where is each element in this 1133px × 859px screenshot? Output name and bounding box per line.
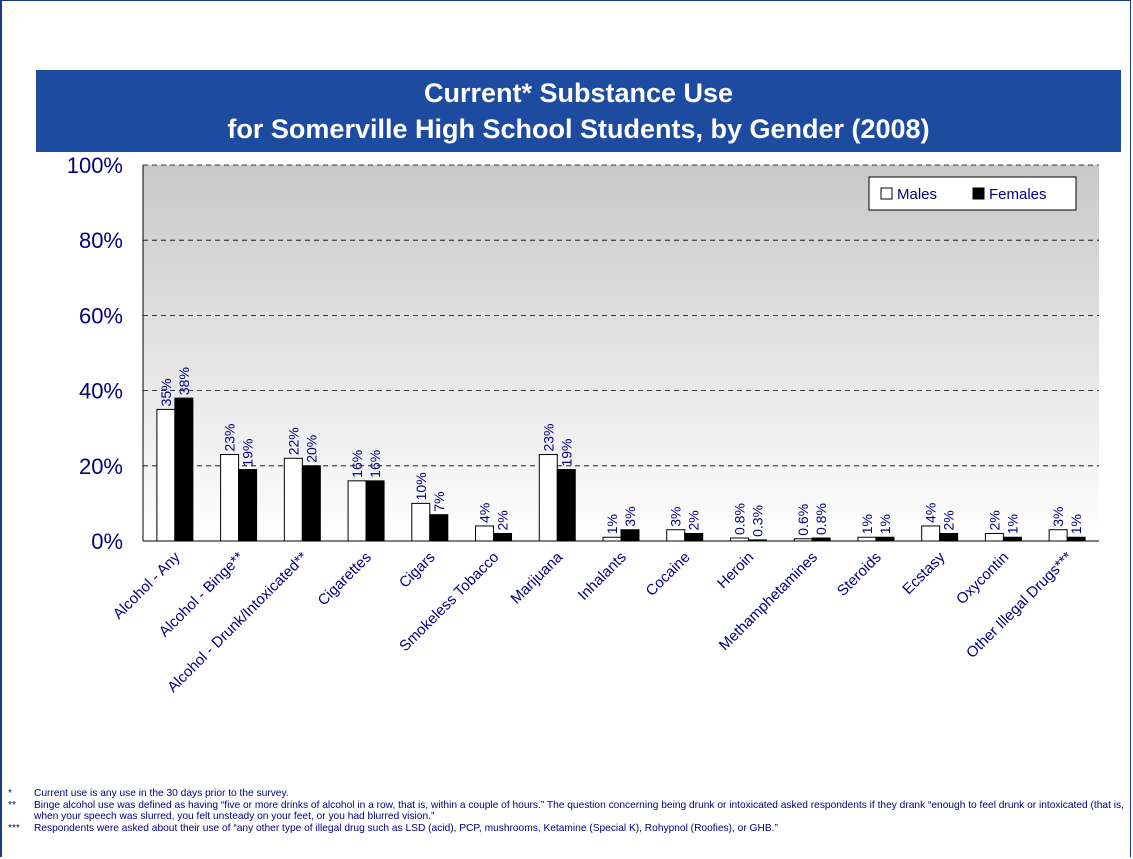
bar-males — [984, 532, 1004, 542]
y-tick-label: 20% — [79, 454, 123, 479]
bar-males — [666, 529, 686, 542]
footnote-3: *** Respondents were asked about their u… — [8, 823, 1128, 835]
footnote-1: * Current use is any use in the 30 days … — [8, 788, 1128, 800]
category-label: Other Illegal Drugs*** — [963, 549, 1076, 662]
footnote-2: ** Binge alcohol use was defined as havi… — [8, 800, 1128, 823]
footnotes: * Current use is any use in the 30 days … — [8, 788, 1128, 834]
data-label: 23% — [222, 423, 238, 451]
data-label: 1% — [1068, 514, 1084, 534]
data-label: 4% — [477, 503, 493, 523]
bar-females — [493, 532, 513, 542]
category-label: Alcohol - Drunk/Intoxicated** — [164, 549, 311, 696]
y-tick-label: 40% — [79, 379, 123, 404]
bar-males — [347, 480, 367, 542]
bar-males — [729, 537, 749, 542]
category-label: Heroin — [714, 549, 757, 592]
chart-title-bar: Current* Substance Use for Somerville Hi… — [36, 70, 1121, 152]
bar-females — [684, 532, 704, 542]
bar-males — [857, 536, 877, 542]
footnote-mark: *** — [8, 822, 20, 834]
legend-box — [868, 176, 1077, 211]
category-label: Steroids — [834, 549, 885, 600]
category-label: Ecstasy — [899, 548, 949, 598]
data-label: 2% — [941, 510, 957, 530]
y-tick-label: 60% — [79, 303, 123, 328]
data-label: 23% — [540, 423, 556, 451]
legend-label-females: Females — [989, 186, 1047, 203]
data-label: 3% — [622, 506, 638, 526]
data-label: 3% — [1050, 506, 1066, 526]
legend-swatch-females — [972, 187, 985, 200]
bar-males — [220, 454, 240, 542]
bar-females — [939, 532, 959, 542]
y-tick-label: 80% — [79, 228, 123, 253]
bar-females — [620, 529, 640, 542]
data-label: 7% — [431, 491, 447, 511]
data-label: 38% — [176, 367, 192, 395]
chart-subtitle: for Somerville High School Students, by … — [227, 114, 930, 144]
bar-males — [921, 525, 941, 542]
footnote-text: Binge alcohol use was defined as having … — [34, 799, 1124, 823]
bar-males — [475, 525, 495, 542]
footnote-text: Current use is any use in the 30 days pr… — [34, 788, 289, 799]
category-label: Cocaine — [643, 549, 694, 600]
bar-males — [411, 502, 431, 542]
data-label: 35% — [158, 378, 174, 406]
data-label: 0.8% — [813, 503, 829, 535]
category-label: Oxycontin — [953, 549, 1012, 608]
bar-females — [875, 536, 895, 542]
bar-females — [1002, 536, 1022, 542]
footnote-text: Respondents were asked about their use o… — [34, 822, 778, 834]
data-label: 1% — [1004, 514, 1020, 534]
y-tick-label: 0% — [91, 529, 123, 554]
data-label: 3% — [668, 506, 684, 526]
chart-title: Current* Substance Use — [423, 78, 734, 108]
data-label: 4% — [923, 503, 939, 523]
bar-females — [556, 469, 576, 542]
bar-females — [429, 514, 449, 542]
bar-males — [602, 536, 622, 542]
bar-females — [174, 397, 194, 542]
category-label: Cigars — [396, 549, 439, 592]
data-label: 10% — [413, 472, 429, 500]
category-label: Cigarettes — [315, 549, 375, 609]
bar-females — [747, 539, 767, 542]
data-label: 19% — [240, 439, 256, 467]
bar-females — [301, 465, 321, 542]
bar-males — [283, 457, 303, 542]
data-label: 16% — [349, 450, 365, 478]
bar-females — [238, 469, 258, 542]
data-label: 2% — [495, 510, 511, 530]
bar-males — [1048, 529, 1068, 542]
bar-males — [793, 538, 813, 542]
bar-males — [156, 408, 176, 542]
data-label: 0.6% — [795, 504, 811, 536]
legend-label-males: Males — [897, 186, 937, 203]
footnote-mark: * — [8, 788, 12, 799]
bar-females — [365, 480, 385, 542]
bar-chart: 0%20%40%60%80%100%35% 38%Alcohol - Any23%… — [67, 153, 1099, 696]
legend-swatch-males — [880, 187, 893, 200]
y-tick-label: 100% — [67, 153, 123, 178]
data-label: 0.8% — [731, 503, 747, 535]
bar-females — [1066, 536, 1086, 542]
category-label: Marijuana — [507, 548, 566, 607]
data-label: 0.3% — [749, 505, 765, 537]
data-label: 22% — [285, 427, 301, 455]
data-label: 1% — [604, 514, 620, 534]
bar-females — [811, 537, 831, 542]
footnote-mark: ** — [8, 799, 16, 811]
data-label: 19% — [558, 439, 574, 467]
category-label: Inhalants — [575, 549, 630, 604]
data-label: 2% — [686, 510, 702, 530]
data-label: 1% — [859, 514, 875, 534]
data-label: 1% — [877, 514, 893, 534]
data-label: 20% — [303, 435, 319, 463]
data-label: 2% — [986, 510, 1002, 530]
bar-males — [538, 454, 558, 542]
data-label: 16% — [367, 450, 383, 478]
